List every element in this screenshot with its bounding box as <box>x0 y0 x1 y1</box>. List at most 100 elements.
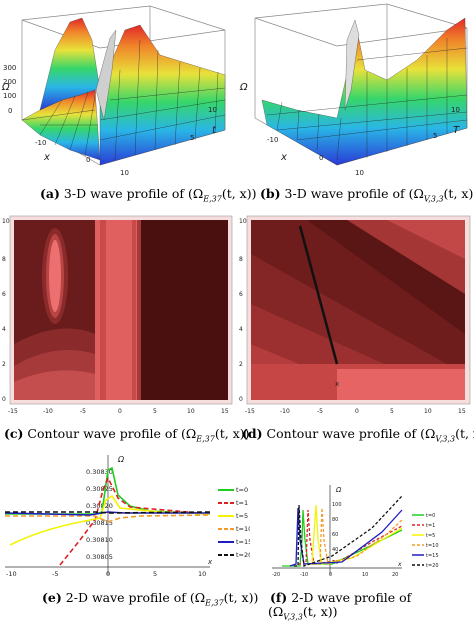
panel-a-z-tick: 100 <box>3 92 16 100</box>
panel-e-y-tick: 0.30805 <box>86 553 113 561</box>
panel-f-legend-label: t=5 <box>426 533 435 539</box>
panel-d-x-tick: 10 <box>424 408 432 415</box>
panel-f-legend-label: t=1 <box>426 523 435 529</box>
panel-b-3d-plot: -10 0 10 5 10 Ω x T <box>237 0 474 180</box>
panel-e-line-t20 <box>5 511 211 514</box>
panel-e-legend-label: t=20 <box>236 551 250 559</box>
panel-d-y-tick: 2 <box>239 361 243 368</box>
panel-d-marker: x <box>335 380 339 388</box>
panel-f-x-tick: 10 <box>362 572 368 578</box>
panel-c-x-tick: -10 <box>43 408 53 415</box>
panel-f-x-tick: -10 <box>300 572 308 578</box>
panel-a-z-tick: 200 <box>3 78 16 86</box>
panel-a-z-tick: 300 <box>3 64 16 72</box>
panel-d-y-tick: 0 <box>239 396 243 403</box>
panel-e-line-t10 <box>5 514 211 523</box>
panel-e-legend-label: t=15 <box>236 538 250 546</box>
panel-b-z-label: Ω <box>239 82 248 93</box>
panel-e-legend: t=0 t=1 t=5 t=10 t=15 t=20 <box>218 486 252 559</box>
panel-f-x-tick: 20 <box>392 572 398 578</box>
panel-d-y-tick: 4 <box>239 326 243 333</box>
panel-c-y-tick: 0 <box>2 396 6 403</box>
panel-c-x-tick: -15 <box>8 408 18 415</box>
panel-e-line-t5 <box>9 494 211 546</box>
panel-f-x-label: x <box>397 561 402 568</box>
panel-b-t-label: T <box>453 125 460 136</box>
panel-e-legend-label: t=0 <box>236 486 248 494</box>
panel-f-y-tick: 80 <box>332 517 338 523</box>
panel-e-y-label: Ω <box>117 455 125 464</box>
panel-a-t-tick: 10 <box>208 106 217 114</box>
panel-e-x-label: x <box>207 558 213 566</box>
panel-b-surface <box>261 17 468 166</box>
panel-b-x-tick: -10 <box>267 136 278 144</box>
panel-b-gray-face <box>344 19 360 111</box>
caption-f: (f) 2-D wave profile of <box>270 590 412 605</box>
panel-e-x-tick: -5 <box>52 570 58 578</box>
panel-a-z-tick: 0 <box>8 107 12 115</box>
panel-b-mesh <box>266 38 468 161</box>
panel-c-x-tick: -5 <box>80 408 86 415</box>
panel-e-y-tick: 0.30820 <box>86 502 113 510</box>
panel-d-y-tick: 8 <box>239 256 243 263</box>
caption-e: (e) 2-D wave profile of (ΩE,37(t, x)) <box>42 590 259 608</box>
panel-e-legend-label: t=5 <box>236 512 248 520</box>
panel-f-line-t10 <box>312 507 403 565</box>
panel-e-y-tick: 0.30830 <box>86 468 113 476</box>
panel-a-z-label: Ω <box>1 82 10 93</box>
panel-e-y-tick: 0.30810 <box>86 536 113 544</box>
panel-f-y-tick: 60 <box>332 532 338 538</box>
panel-c-x-tick: 5 <box>153 408 157 415</box>
panel-d-svg: x 0 2 4 6 8 10 -15 -10 -5 0 5 10 15 <box>239 215 471 415</box>
panel-b-t-tick: 5 <box>433 132 437 140</box>
panel-f-y-tick: 100 <box>332 502 342 508</box>
panel-b-x-label: x <box>280 152 287 163</box>
caption-a: (a) 3-D wave profile of (ΩE,37(t, x)) <box>40 186 257 204</box>
panel-e-x-tick: 10 <box>198 570 206 578</box>
panel-d-y-tick: 10 <box>239 218 247 225</box>
panel-a-x-label: x <box>43 152 50 163</box>
panel-d-x-tick: -10 <box>280 408 290 415</box>
panel-f-y-label: Ω <box>335 486 342 494</box>
panel-f-svg: 100 80 60 40 20 -20 -10 0 10 20 Ω x t=0 … <box>272 485 439 578</box>
panel-a-surface-right <box>99 24 226 166</box>
panel-e-svg: 0.30830 0.30825 0.30820 0.30815 0.30810 … <box>4 455 252 578</box>
panel-f-x-tick: 0 <box>329 572 332 578</box>
panel-b-t-tick: 10 <box>451 106 460 114</box>
panel-e-legend-label: t=10 <box>236 525 250 533</box>
panel-c-y-tick: 6 <box>2 291 6 298</box>
panel-c-contour-plot: 0 2 4 6 8 10 -15 -10 -5 0 5 10 15 <box>0 214 236 422</box>
panel-e-line-plot: 0.30830 0.30825 0.30820 0.30815 0.30810 … <box>0 450 252 590</box>
panel-e-line-t1 <box>59 476 211 566</box>
panel-d-x-tick: -15 <box>245 408 255 415</box>
panel-e-x-tick: -10 <box>6 570 17 578</box>
panel-f-line-t1 <box>298 509 403 565</box>
panel-a-svg: 300 200 100 0 -10 0 10 5 10 Ω x t <box>1 5 226 177</box>
caption-b: (b) 3-D wave profile of (ΩV,3,3(t, x)) <box>260 186 474 204</box>
panel-f-line-plot: 100 80 60 40 20 -20 -10 0 10 20 Ω x t=0 … <box>262 480 474 585</box>
panel-d-x-tick: 5 <box>390 408 394 415</box>
panel-a-surface-ridge <box>39 17 101 111</box>
panel-f-legend-label: t=15 <box>426 553 439 559</box>
panel-a-3d-plot: 300 200 100 0 -10 0 10 5 10 Ω x t <box>0 0 236 180</box>
panel-e-y-tick: 0.30815 <box>86 519 113 527</box>
panel-d-x-tick: -5 <box>317 408 323 415</box>
panel-e-x-tick: 5 <box>153 570 157 578</box>
panel-c-y-tick: 4 <box>2 326 6 333</box>
panel-f-line-t20 <box>294 495 403 567</box>
panel-e-y-tick: 0.30825 <box>86 485 113 493</box>
panel-a-mesh <box>21 39 226 161</box>
panel-e-x-tick: 0 <box>106 570 110 578</box>
caption-d: (d) Contour wave profile of (ΩV,3,3(t, x… <box>242 426 474 444</box>
panel-d-y-tick: 6 <box>239 291 243 298</box>
panel-d-x-tick: 0 <box>355 408 359 415</box>
panel-f-legend-label: t=0 <box>426 513 435 519</box>
panel-c-svg: 0 2 4 6 8 10 -15 -10 -5 0 5 10 15 <box>2 215 233 415</box>
panel-b-x-tick: 0 <box>319 154 323 162</box>
caption-c: (c) Contour wave profile of (ΩE,37(t, x)… <box>4 426 250 444</box>
panel-a-x-tick: 0 <box>86 156 90 164</box>
panel-c-x-tick: 15 <box>221 408 229 415</box>
panel-f-legend: t=0 t=1 t=5 t=10 t=15 t=20 <box>412 513 439 569</box>
panel-a-gray-face <box>95 29 117 121</box>
panel-a-x-tick: 10 <box>120 169 129 177</box>
